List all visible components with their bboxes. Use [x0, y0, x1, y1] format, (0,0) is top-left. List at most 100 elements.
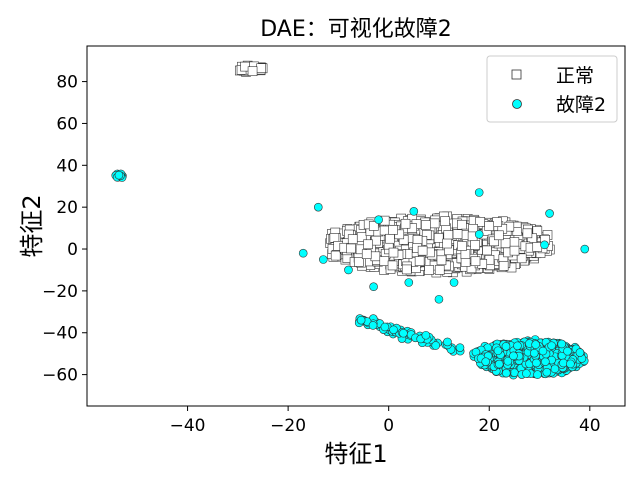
fault2-point	[541, 357, 550, 366]
y-axis-label: 特征2	[18, 194, 46, 257]
x-axis-label: 特征1	[324, 440, 387, 468]
normal-point	[247, 66, 258, 77]
fault2-point	[380, 322, 390, 332]
fault2-point	[501, 368, 511, 378]
y-tick-label: −40	[42, 324, 78, 344]
fault2-point	[501, 342, 511, 351]
fault2-point	[533, 370, 542, 379]
fault2-point	[532, 358, 541, 368]
y-tick-label: 60	[56, 114, 78, 134]
legend-marker-fault2	[512, 99, 522, 109]
fault2-point	[559, 358, 568, 368]
fault2-point	[298, 248, 308, 258]
fault2-point	[404, 278, 414, 287]
normal-point	[401, 264, 412, 275]
points-layer	[111, 60, 590, 380]
fault2-point	[389, 325, 398, 335]
normal-point	[522, 228, 533, 239]
normal-point	[460, 249, 471, 259]
normal-point	[379, 225, 390, 236]
x-axis: −40 −20 0 20 40	[170, 406, 601, 436]
plot-frame	[86, 45, 626, 407]
fault2-point	[481, 357, 491, 366]
legend-marker-normal	[511, 69, 522, 80]
fault2-point	[531, 340, 540, 349]
fault2-point	[557, 339, 567, 349]
normal-point	[361, 249, 372, 259]
fault2-point	[313, 202, 323, 212]
x-tick-label: −20	[270, 416, 306, 436]
normal-point	[516, 253, 527, 264]
x-tick-label: 20	[478, 416, 500, 436]
fault2-point	[374, 215, 383, 225]
normal-point	[346, 243, 356, 254]
fault2-point	[474, 188, 484, 197]
fault2-point	[580, 244, 590, 254]
normal-point	[443, 230, 454, 240]
normal-point	[498, 260, 509, 271]
normal-point	[354, 257, 364, 267]
fault2-point	[529, 348, 539, 358]
normal-point	[442, 238, 452, 249]
normal-point	[363, 239, 373, 250]
fault2-point	[566, 359, 575, 369]
normal-point	[387, 260, 398, 271]
fault2-point	[356, 315, 366, 325]
legend: 正常 故障2	[486, 55, 618, 123]
normal-point	[370, 251, 381, 262]
fault2-point	[509, 351, 518, 361]
fault2-point	[443, 337, 452, 347]
fault2-point	[494, 359, 504, 369]
y-tick-label: −20	[42, 282, 78, 302]
y-tick-label: 20	[56, 198, 78, 218]
fault2-point	[474, 230, 484, 239]
fault2-point	[114, 170, 124, 180]
normal-point	[512, 227, 523, 237]
fault2-point	[542, 367, 552, 377]
normal-point	[400, 218, 411, 229]
normal-point	[434, 265, 445, 275]
x-tick-label: −40	[170, 416, 206, 436]
normal-point	[355, 244, 366, 255]
normal-point	[379, 256, 390, 266]
normal-point	[421, 220, 431, 230]
normal-point	[417, 245, 428, 256]
fault2-point	[503, 356, 513, 366]
normal-point	[433, 233, 444, 243]
fault2-point	[319, 255, 328, 264]
fault2-point	[409, 207, 419, 216]
fault2-point	[434, 294, 444, 304]
fault2-point	[547, 341, 556, 350]
fault2-point	[449, 278, 459, 287]
normal-point	[330, 250, 341, 261]
normal-point	[329, 233, 340, 243]
fault2-point	[563, 346, 572, 356]
normal-point	[509, 237, 520, 247]
fault2-point	[431, 341, 441, 350]
fault2-point	[575, 348, 585, 357]
fault2-point	[399, 328, 408, 338]
normal-point	[347, 234, 358, 244]
y-tick-label: 40	[56, 156, 78, 176]
normal-point	[414, 256, 425, 266]
normal-point	[484, 221, 495, 231]
normal-point	[368, 221, 379, 231]
fault2-point	[368, 321, 378, 330]
fault2-point	[540, 240, 549, 250]
y-tick-label: −60	[42, 366, 78, 386]
y-tick-label: 0	[67, 240, 78, 260]
normal-point	[388, 247, 399, 258]
normal-point	[385, 233, 395, 244]
fault2-point	[421, 330, 431, 340]
chart-title: DAE：可视化故障2	[260, 17, 452, 42]
x-tick-label: 0	[383, 416, 394, 436]
normal-point	[424, 265, 434, 275]
normal-point	[436, 255, 447, 266]
normal-point	[482, 245, 492, 256]
fault2-point	[550, 364, 560, 374]
normal-point	[457, 241, 467, 251]
fault2-point	[513, 341, 522, 351]
fault2-point	[538, 346, 548, 356]
legend-label-fault2: 故障2	[556, 94, 606, 116]
